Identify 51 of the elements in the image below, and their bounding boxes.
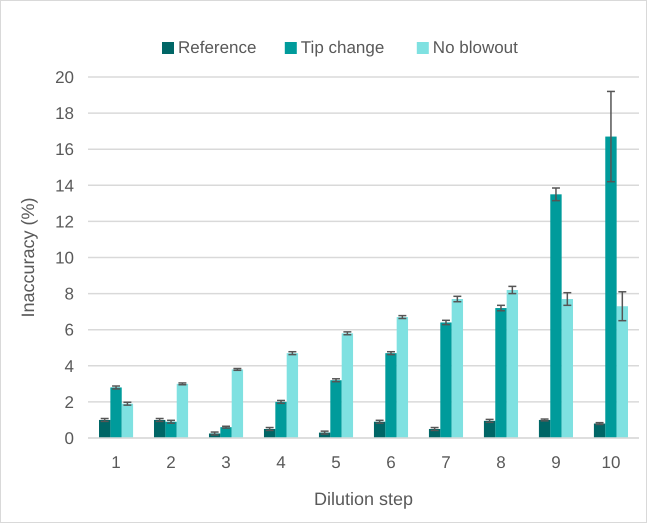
bar [286, 353, 298, 438]
bar [330, 380, 342, 438]
bar [562, 299, 574, 438]
y-tick-label: 4 [64, 356, 74, 376]
bar [452, 299, 464, 438]
bar [605, 136, 617, 438]
y-tick-label: 12 [55, 212, 74, 232]
x-tick-label: 2 [166, 453, 176, 472]
y-tick-label: 16 [55, 140, 74, 160]
x-tick-label: 10 [601, 453, 620, 472]
bar [154, 420, 166, 438]
bar [506, 290, 518, 438]
y-tick-label: 14 [55, 176, 74, 196]
x-tick-label: 9 [551, 453, 561, 472]
legend-label: Tip change [300, 38, 384, 57]
x-tick-label: 6 [386, 453, 396, 472]
bar [232, 369, 244, 438]
y-tick-label: 10 [55, 248, 74, 268]
y-tick-label: 6 [64, 320, 74, 340]
bar [495, 308, 507, 438]
y-axis-title: Inaccuracy (%) [18, 197, 38, 318]
y-tick-label: 18 [55, 104, 74, 124]
x-tick-label: 7 [441, 453, 451, 472]
bar [616, 306, 628, 438]
x-tick-label: 5 [331, 453, 341, 472]
x-tick-label: 1 [111, 453, 121, 472]
legend-label: No blowout [432, 38, 518, 57]
legend-label: Reference [178, 38, 256, 57]
bar [396, 317, 408, 438]
y-tick-label: 2 [64, 392, 74, 412]
x-tick-label: 3 [221, 453, 231, 472]
bar [176, 384, 188, 438]
x-tick-label: 4 [276, 453, 286, 472]
bar [484, 420, 496, 438]
bar [538, 420, 550, 438]
bar [385, 353, 397, 438]
bar [440, 322, 452, 438]
bar [110, 387, 122, 438]
bar [594, 424, 606, 438]
x-tick-label: 8 [496, 453, 506, 472]
x-axis-title: Dilution step [314, 489, 414, 509]
bar [342, 333, 354, 438]
bar [550, 194, 562, 438]
y-tick-label: 20 [55, 68, 74, 87]
bar [374, 422, 386, 438]
bar [99, 420, 110, 438]
y-tick-label: 8 [64, 284, 74, 304]
bar [122, 404, 134, 438]
bar [275, 402, 287, 438]
bar [165, 422, 177, 438]
y-tick-label: 0 [64, 429, 74, 448]
